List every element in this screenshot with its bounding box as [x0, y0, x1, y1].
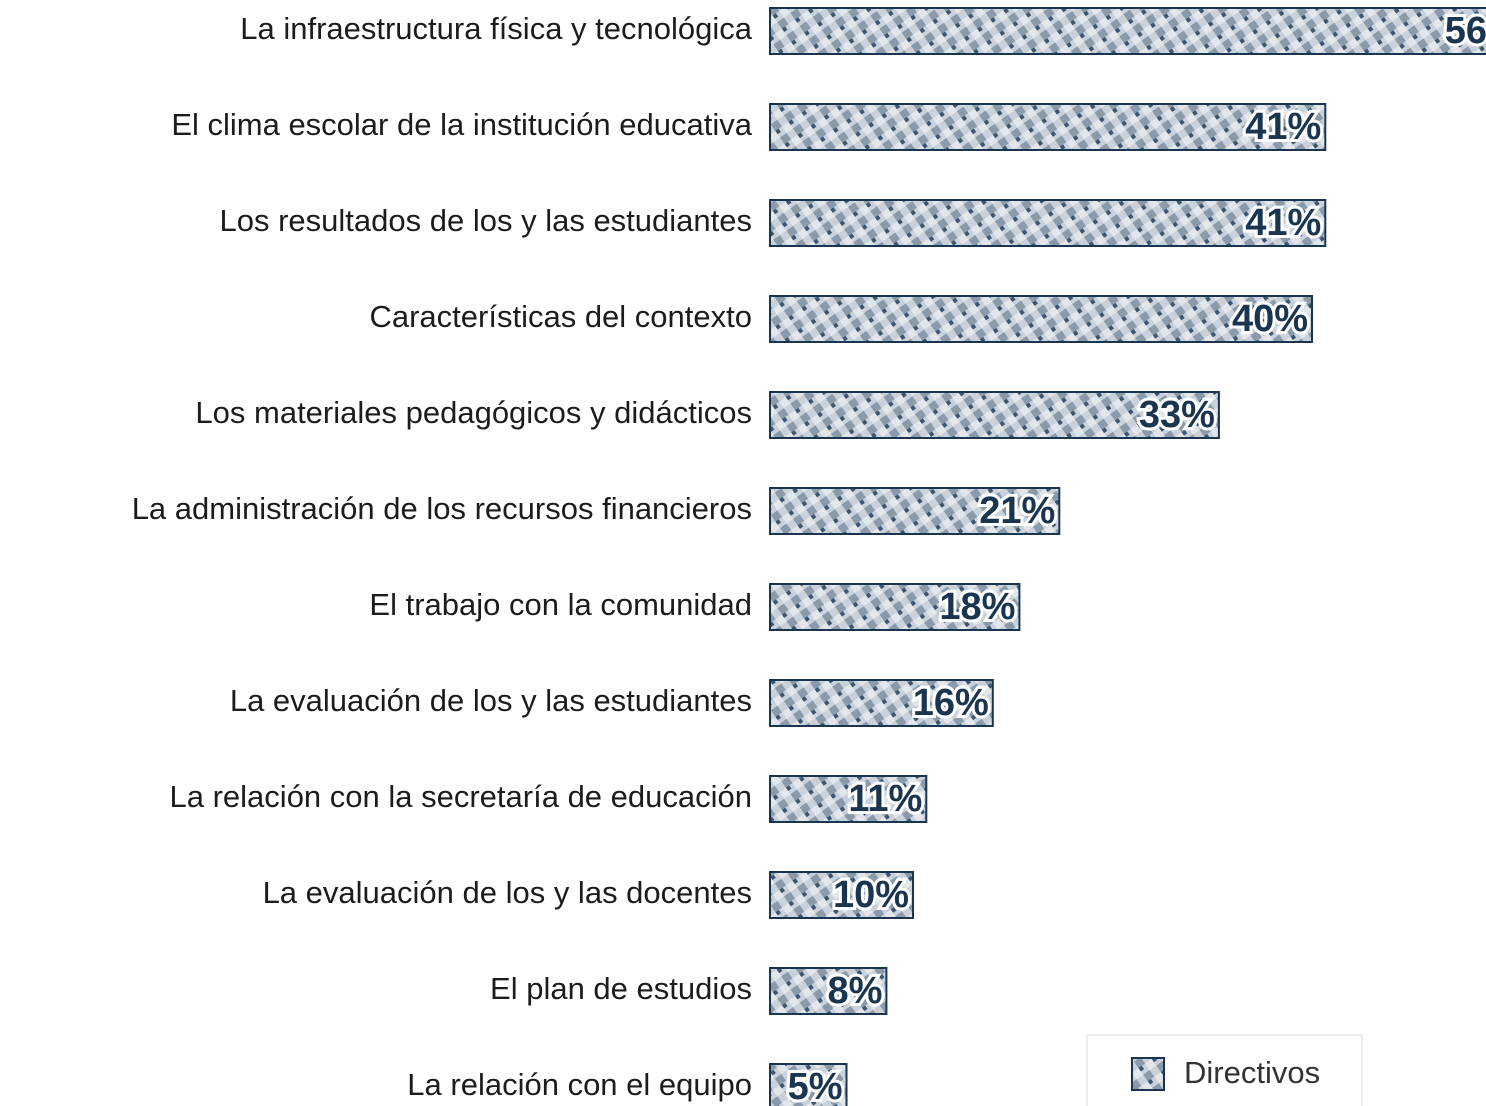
category-label: La relación con el equipo [407, 1067, 752, 1102]
value-label: 11% [848, 778, 922, 820]
category-label: La evaluación de los y las docentes [263, 875, 752, 910]
category-label: La relación con la secretaría de educaci… [170, 779, 752, 814]
value-label: 10% [833, 874, 909, 916]
category-label: El clima escolar de la institución educa… [171, 107, 752, 142]
value-label: 8% [827, 970, 882, 1012]
value-label: 16% [913, 682, 989, 724]
category-label: Los materiales pedagógicos y didácticos [195, 395, 752, 430]
bar [769, 871, 914, 919]
category-label: La evaluación de los y las estudiantes [230, 683, 752, 718]
bar [769, 295, 1313, 343]
category-label: El trabajo con la comunidad [369, 587, 752, 622]
bar [769, 487, 1061, 535]
legend-label: Directivos [1184, 1055, 1320, 1090]
bar [769, 391, 1220, 439]
value-label: 41% [1245, 106, 1321, 148]
bar [769, 967, 888, 1015]
category-label: Los resultados de los y las estudiantes [220, 203, 752, 238]
value-label: 21% [979, 490, 1055, 532]
bar [769, 583, 1021, 631]
value-label: 40% [1232, 298, 1308, 340]
bar [769, 7, 1486, 55]
value-label: 56% [1445, 10, 1486, 52]
legend-swatch [1131, 1057, 1165, 1091]
bar [769, 775, 928, 823]
value-label: 41% [1245, 202, 1321, 244]
bar [769, 199, 1327, 247]
value-label: 18% [939, 586, 1015, 628]
bar [769, 103, 1327, 151]
category-label: El plan de estudios [490, 971, 752, 1006]
bar [769, 679, 994, 727]
category-label: La administración de los recursos financ… [132, 491, 752, 526]
value-label: 33% [1139, 394, 1215, 436]
bar [769, 1063, 848, 1106]
value-label: 5% [788, 1066, 843, 1106]
category-label: Características del contexto [369, 299, 752, 334]
category-label: La infraestructura física y tecnológica [240, 11, 753, 46]
